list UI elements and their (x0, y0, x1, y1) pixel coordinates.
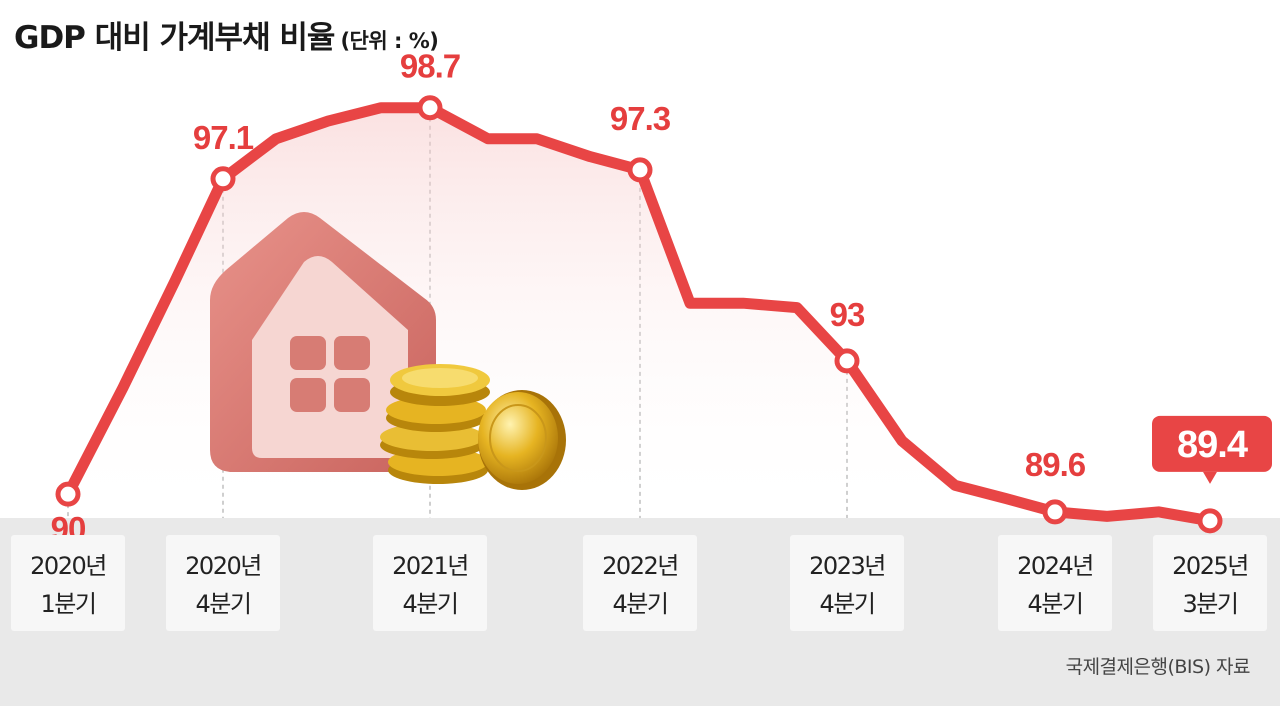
value-label: 97.1 (193, 119, 254, 156)
x-tick-label: 2022년 4분기 (583, 535, 697, 631)
value-label: 89.6 (1025, 446, 1086, 483)
x-tick-quarter: 1분기 (41, 590, 96, 618)
x-tick-label: 2020년 1분기 (11, 535, 125, 631)
x-tick-quarter: 4분기 (403, 590, 458, 618)
x-tick-year: 2020년 (30, 552, 106, 580)
x-tick-label: 2020년 4분기 (166, 535, 280, 631)
value-label: 93 (830, 296, 865, 333)
value-label: 98.7 (400, 48, 460, 85)
value-label: 97.3 (610, 100, 671, 137)
data-point-marker (210, 166, 236, 192)
x-tick-label: 2023년 4분기 (790, 535, 904, 631)
x-tick-year: 2020년 (185, 552, 261, 580)
coins-illustration (380, 364, 566, 490)
x-tick-year: 2024년 (1017, 552, 1093, 580)
x-tick-quarter: 4분기 (196, 590, 251, 618)
highlight-callout: 89.4 (1152, 415, 1272, 484)
x-tick-year: 2022년 (602, 552, 678, 580)
x-tick-label: 2021년 4분기 (373, 535, 487, 631)
source-note: 국제결제은행(BIS) 자료 (1065, 656, 1251, 678)
x-tick-year: 2025년 (1172, 552, 1248, 580)
x-tick-year: 2021년 (392, 552, 468, 580)
x-tick-quarter: 4분기 (1028, 590, 1083, 618)
data-point-marker (834, 348, 860, 374)
chart-title: GDP 대비 가계부채 비율 (단위 : %) (14, 12, 439, 57)
x-tick-quarter: 4분기 (820, 590, 875, 618)
data-point-marker (417, 95, 443, 121)
data-point-marker (1197, 508, 1223, 534)
data-point-marker (627, 157, 653, 183)
unit-label: (단위 : %) (340, 29, 439, 53)
data-point-marker (55, 481, 81, 507)
data-point-marker (1042, 499, 1068, 525)
chart-title-text: GDP 대비 가계부채 비율 (14, 20, 335, 56)
x-tick-label: 2025년 3분기 (1153, 535, 1267, 631)
house-illustration (210, 212, 436, 472)
x-tick-label: 2024년 4분기 (998, 535, 1112, 631)
x-tick-quarter: 3분기 (1183, 590, 1238, 618)
x-tick-quarter: 4분기 (613, 590, 668, 618)
x-tick-year: 2023년 (809, 552, 885, 580)
value-label: 89.4 (1177, 424, 1248, 466)
